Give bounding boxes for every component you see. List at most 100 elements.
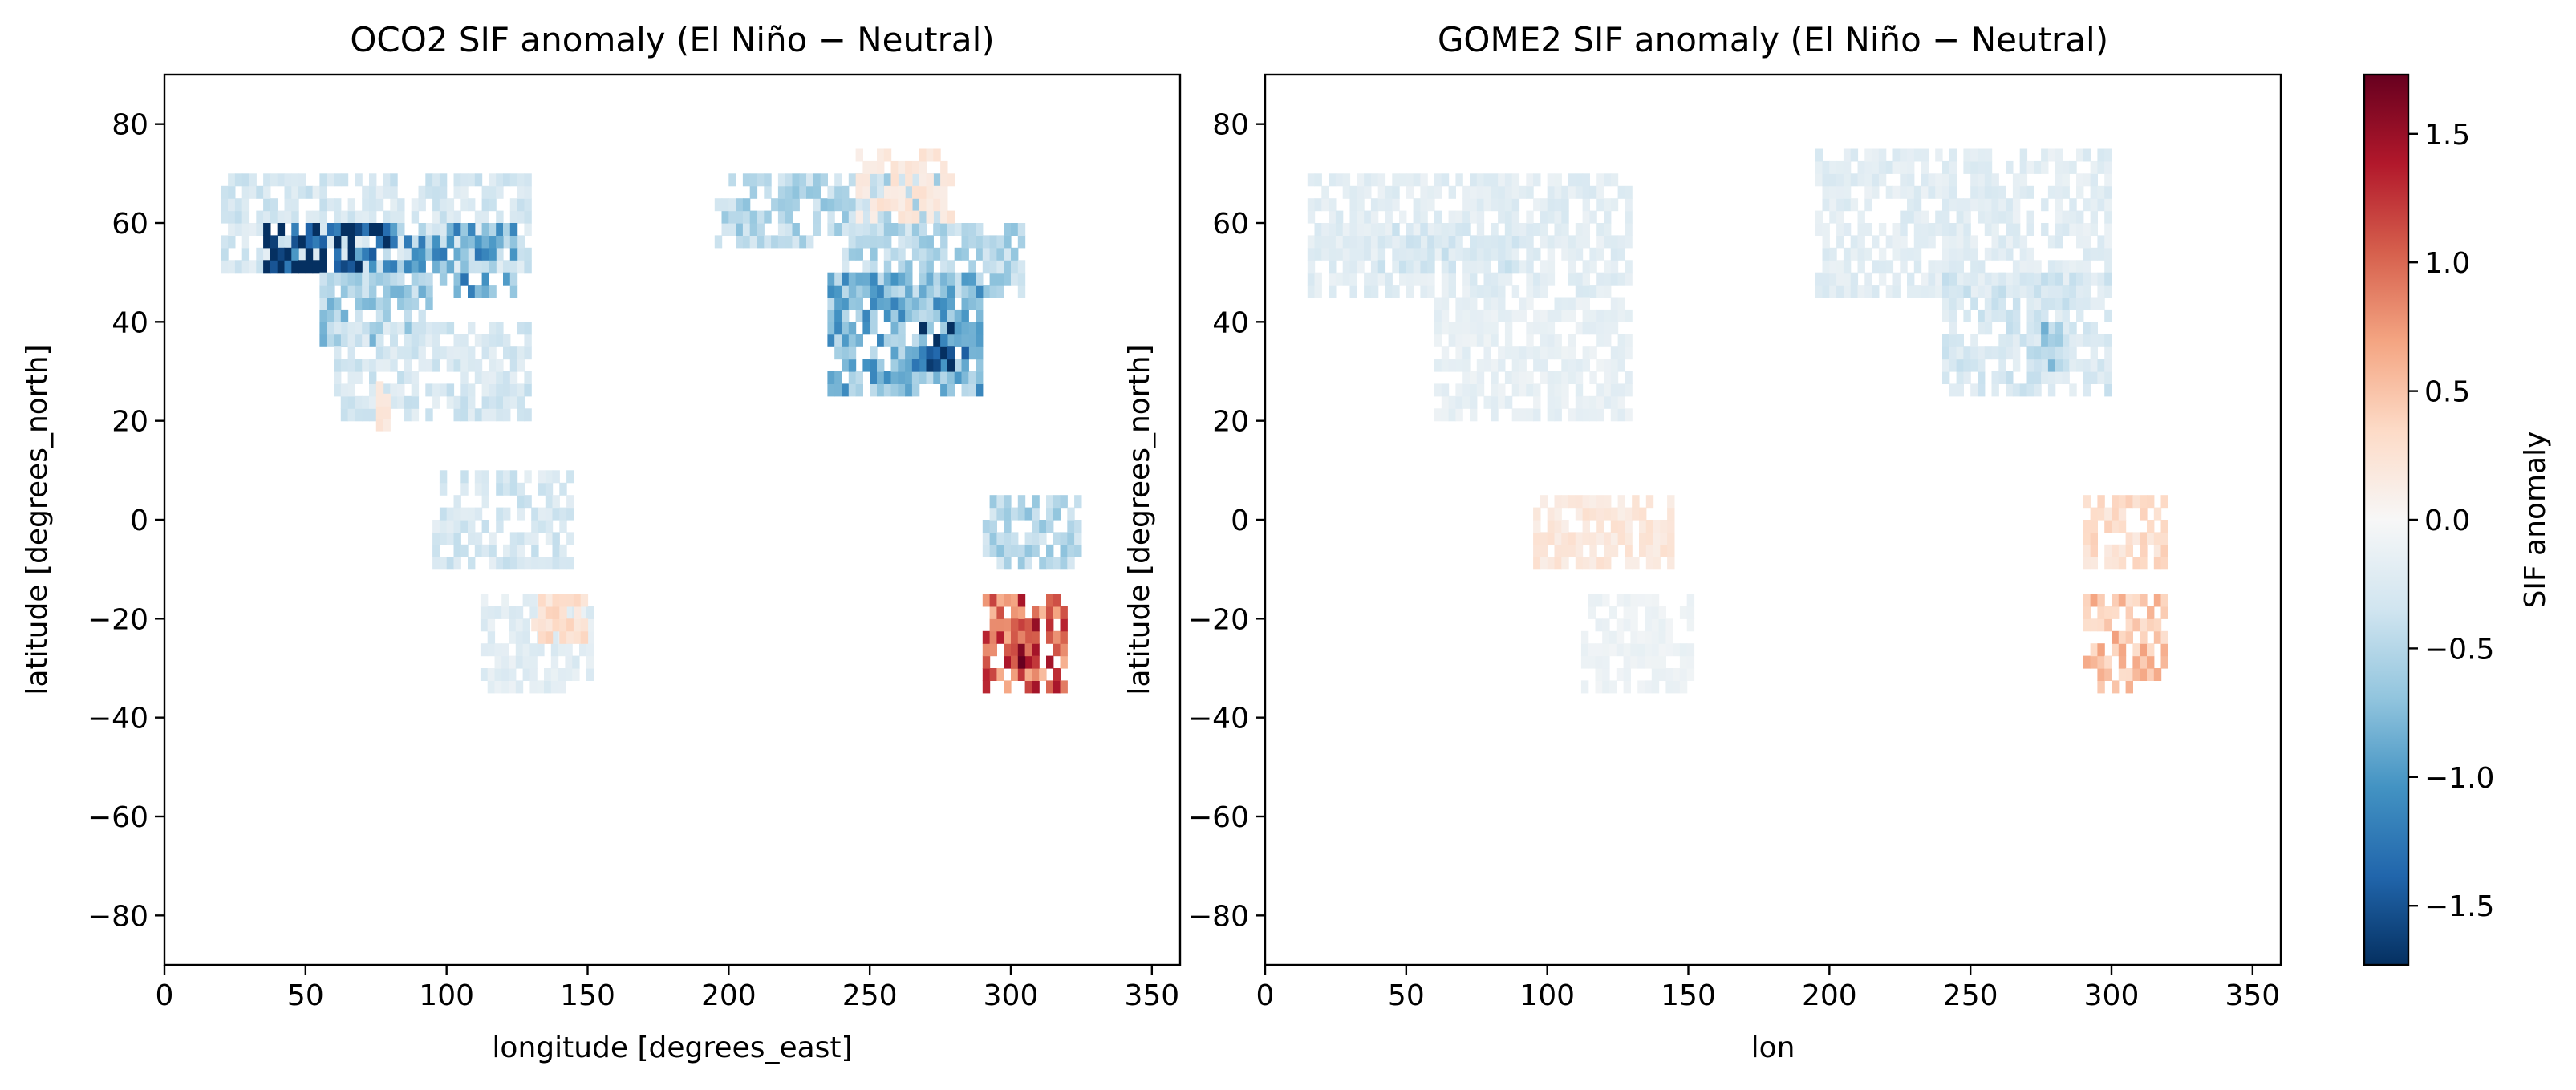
- heatmap-cell: [982, 247, 991, 261]
- heatmap-cell: [439, 507, 448, 521]
- heatmap-cell: [1568, 173, 1576, 187]
- heatmap-cell: [1370, 198, 1379, 212]
- heatmap-cell: [792, 173, 800, 187]
- heatmap-cell: [870, 223, 878, 236]
- heatmap-cell: [1554, 557, 1562, 570]
- heatmap-cell: [2006, 371, 2014, 384]
- x-tick-label: 250: [842, 979, 898, 1012]
- heatmap-cell: [1526, 185, 1534, 199]
- heatmap-cell: [1434, 210, 1442, 224]
- heatmap-cell: [1519, 346, 1527, 360]
- heatmap-cell: [1970, 160, 1978, 174]
- heatmap-cell: [425, 334, 433, 347]
- heatmap-cell: [2132, 557, 2140, 570]
- heatmap-cell: [1679, 655, 1688, 669]
- heatmap-cell: [2160, 630, 2168, 644]
- heatmap-cell: [996, 532, 1004, 545]
- heatmap-cell: [961, 235, 969, 249]
- heatmap-cell: [453, 532, 461, 545]
- heatmap-cell: [1462, 210, 1471, 224]
- y-tick-label: −60: [1188, 801, 1249, 834]
- heatmap-cell: [1589, 210, 1597, 224]
- heatmap-cell: [2097, 618, 2105, 632]
- heatmap-cell: [2097, 606, 2105, 619]
- heatmap-cell: [2026, 383, 2034, 397]
- heatmap-cell: [976, 223, 984, 236]
- heatmap-cell: [1462, 346, 1471, 360]
- heatmap-cell: [1526, 210, 1534, 224]
- heatmap-cell: [312, 223, 320, 236]
- heatmap-cell: [1476, 185, 1485, 199]
- heatmap-cell: [842, 247, 850, 261]
- heatmap-cell: [1850, 272, 1859, 286]
- heatmap-cell: [1533, 173, 1541, 187]
- heatmap-cell: [2006, 223, 2014, 236]
- heatmap-cell: [468, 520, 476, 533]
- heatmap-cell: [1616, 668, 1625, 681]
- heatmap-cell: [898, 383, 906, 397]
- heatmap-cell: [1970, 198, 1978, 212]
- heatmap-cell: [1547, 383, 1556, 397]
- heatmap-cell: [919, 371, 927, 384]
- heatmap-cell: [1483, 309, 1491, 322]
- heatmap-cell: [517, 260, 525, 274]
- heatmap-cell: [2019, 173, 2028, 187]
- heatmap-cell: [1857, 160, 1865, 174]
- heatmap-cell: [926, 210, 934, 224]
- heatmap-cell: [1632, 495, 1640, 509]
- heatmap-cell: [2012, 322, 2021, 335]
- heatmap-cell: [2012, 260, 2021, 274]
- heatmap-cell: [1504, 210, 1513, 224]
- heatmap-cell: [1602, 655, 1610, 669]
- heatmap-cell: [453, 173, 461, 187]
- heatmap-cell: [481, 185, 489, 199]
- heatmap-cell: [877, 285, 885, 298]
- heatmap-cell: [1533, 395, 1541, 409]
- heatmap-cell: [515, 630, 524, 644]
- heatmap-cell: [390, 260, 398, 274]
- heatmap-cell: [1836, 185, 1844, 199]
- heatmap-cell: [1491, 235, 1499, 249]
- heatmap-cell: [1978, 346, 1986, 360]
- heatmap-cell: [947, 210, 955, 224]
- heatmap-cell: [2090, 359, 2098, 372]
- heatmap-cell: [1998, 272, 2006, 286]
- heatmap-cell: [1441, 408, 1450, 422]
- heatmap-cell: [1349, 272, 1357, 286]
- heatmap-cell: [390, 223, 398, 236]
- heatmap-cell: [1885, 185, 1894, 199]
- heatmap-cell: [976, 309, 984, 322]
- heatmap-cell: [1504, 371, 1513, 384]
- heatmap-cell: [503, 272, 511, 286]
- heatmap-cell: [1963, 210, 1971, 224]
- heatmap-cell: [524, 322, 532, 335]
- heatmap-cell: [1928, 173, 1936, 187]
- heatmap-cell: [397, 322, 405, 335]
- heatmap-cell: [1370, 260, 1379, 274]
- heatmap-cell: [862, 160, 870, 174]
- heatmap-cell: [1329, 223, 1337, 236]
- heatmap-cell: [559, 520, 567, 533]
- heatmap-cell: [1377, 173, 1386, 187]
- heatmap-cell: [1815, 173, 1823, 187]
- heatmap-cell: [1554, 520, 1562, 533]
- heatmap-cell: [446, 383, 455, 397]
- heatmap-cell: [1455, 210, 1463, 224]
- heatmap-cell: [1970, 173, 1978, 187]
- heatmap-cell: [1554, 297, 1562, 310]
- heatmap-cell: [397, 272, 405, 286]
- heatmap-cell: [1610, 383, 1619, 397]
- heatmap-cell: [989, 272, 997, 286]
- heatmap-cell: [375, 359, 384, 372]
- heatmap-cell: [1511, 285, 1520, 298]
- heatmap-cell: [1011, 618, 1019, 632]
- heatmap-cell: [1568, 260, 1576, 274]
- heatmap-cell: [559, 630, 567, 644]
- heatmap-cell: [834, 322, 842, 335]
- heatmap-cell: [1364, 173, 1372, 187]
- heatmap-cell: [1949, 223, 1957, 236]
- heatmap-cell: [848, 210, 857, 224]
- heatmap-cell: [1604, 334, 1612, 347]
- heatmap-cell: [2083, 260, 2091, 274]
- heatmap-cell: [1949, 198, 1957, 212]
